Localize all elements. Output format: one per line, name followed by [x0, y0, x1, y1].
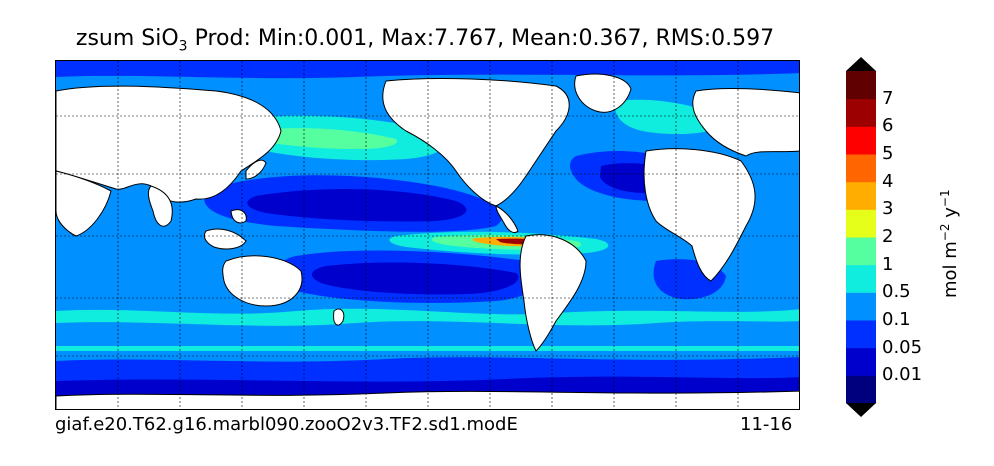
land-greenland	[574, 73, 632, 113]
colorbar-tick-label: 3	[882, 198, 894, 220]
colorbar-tick-label: 6	[882, 115, 894, 137]
land-indonesia	[203, 228, 247, 250]
map-title: zsum SiO3 Prod: Min:0.001, Max:7.767, Me…	[0, 26, 850, 54]
colorbar-segment	[846, 375, 876, 404]
land-africa	[643, 148, 756, 282]
colorbar-unit-label: mol m−2 y−1	[938, 189, 961, 298]
land-new-zealand	[333, 308, 345, 326]
colorbar-segment	[846, 347, 876, 376]
southern-ocean-mid	[56, 321, 799, 346]
colorbar-segment	[846, 320, 876, 349]
subarctic-pacific-core	[256, 128, 397, 149]
unit-exp1: −2	[938, 223, 952, 242]
south-pacific-gyre-core	[311, 262, 519, 295]
field-map	[56, 61, 799, 409]
colorbar-segment	[846, 292, 876, 321]
colorbar-tick-label: 5	[882, 143, 894, 164]
colorbar-tick-label: 1	[882, 253, 894, 275]
land-india	[147, 185, 173, 227]
colorbar-tick-label: 4	[882, 170, 894, 192]
unit-exp2: −1	[938, 189, 952, 208]
north-pacific-gyre-core	[247, 189, 467, 222]
land-antarctica	[56, 390, 799, 409]
colorbar-max-arrow	[846, 57, 876, 71]
land-japan	[245, 159, 267, 180]
colorbar-segments	[846, 71, 876, 404]
land-south-america	[519, 234, 587, 352]
colorbar-segment	[846, 237, 876, 266]
graticule	[56, 61, 799, 409]
land-arabia	[56, 170, 112, 237]
colorbar	[846, 57, 876, 417]
title-subscript: 3	[178, 38, 188, 55]
colorbar-segment	[846, 264, 876, 293]
colorbar-segment	[846, 98, 876, 127]
unit-mid: y	[940, 207, 961, 224]
colorbar-min-arrow	[846, 403, 876, 417]
land-masses	[56, 73, 799, 409]
map-panel	[55, 60, 800, 410]
colorbar-tick-label: 0.05	[882, 336, 923, 358]
colorbar-segment	[846, 71, 876, 100]
colorbar-segment	[846, 154, 876, 183]
colorbar-tick-label: 0.1	[882, 309, 911, 330]
colorbar-tick-label: 2	[882, 226, 894, 247]
land-australia	[222, 255, 303, 307]
title-prefix: zsum SiO	[75, 26, 179, 51]
colorbar-segment	[846, 126, 876, 155]
colorbar-tick-label: 0.01	[882, 364, 923, 386]
case-name-label: giaf.e20.T62.g16.marbl090.zooO2v3.TF2.sd…	[55, 414, 518, 435]
period-label: 11-16	[740, 414, 793, 435]
land-philippines	[230, 209, 247, 224]
colorbar-segment	[846, 209, 876, 238]
colorbar-segment	[846, 181, 876, 210]
title-stats: Prod: Min:0.001, Max:7.767, Mean:0.367, …	[187, 26, 775, 51]
land-central-america	[495, 205, 519, 234]
land-asia	[56, 85, 282, 203]
unit-base: mol m	[940, 241, 961, 298]
land-europe	[692, 87, 799, 157]
colorbar-tick-label: 7	[882, 87, 894, 109]
colorbar-tick-label: 0.5	[882, 281, 911, 303]
indian-ocean	[115, 225, 226, 276]
land-north-america	[382, 78, 570, 207]
